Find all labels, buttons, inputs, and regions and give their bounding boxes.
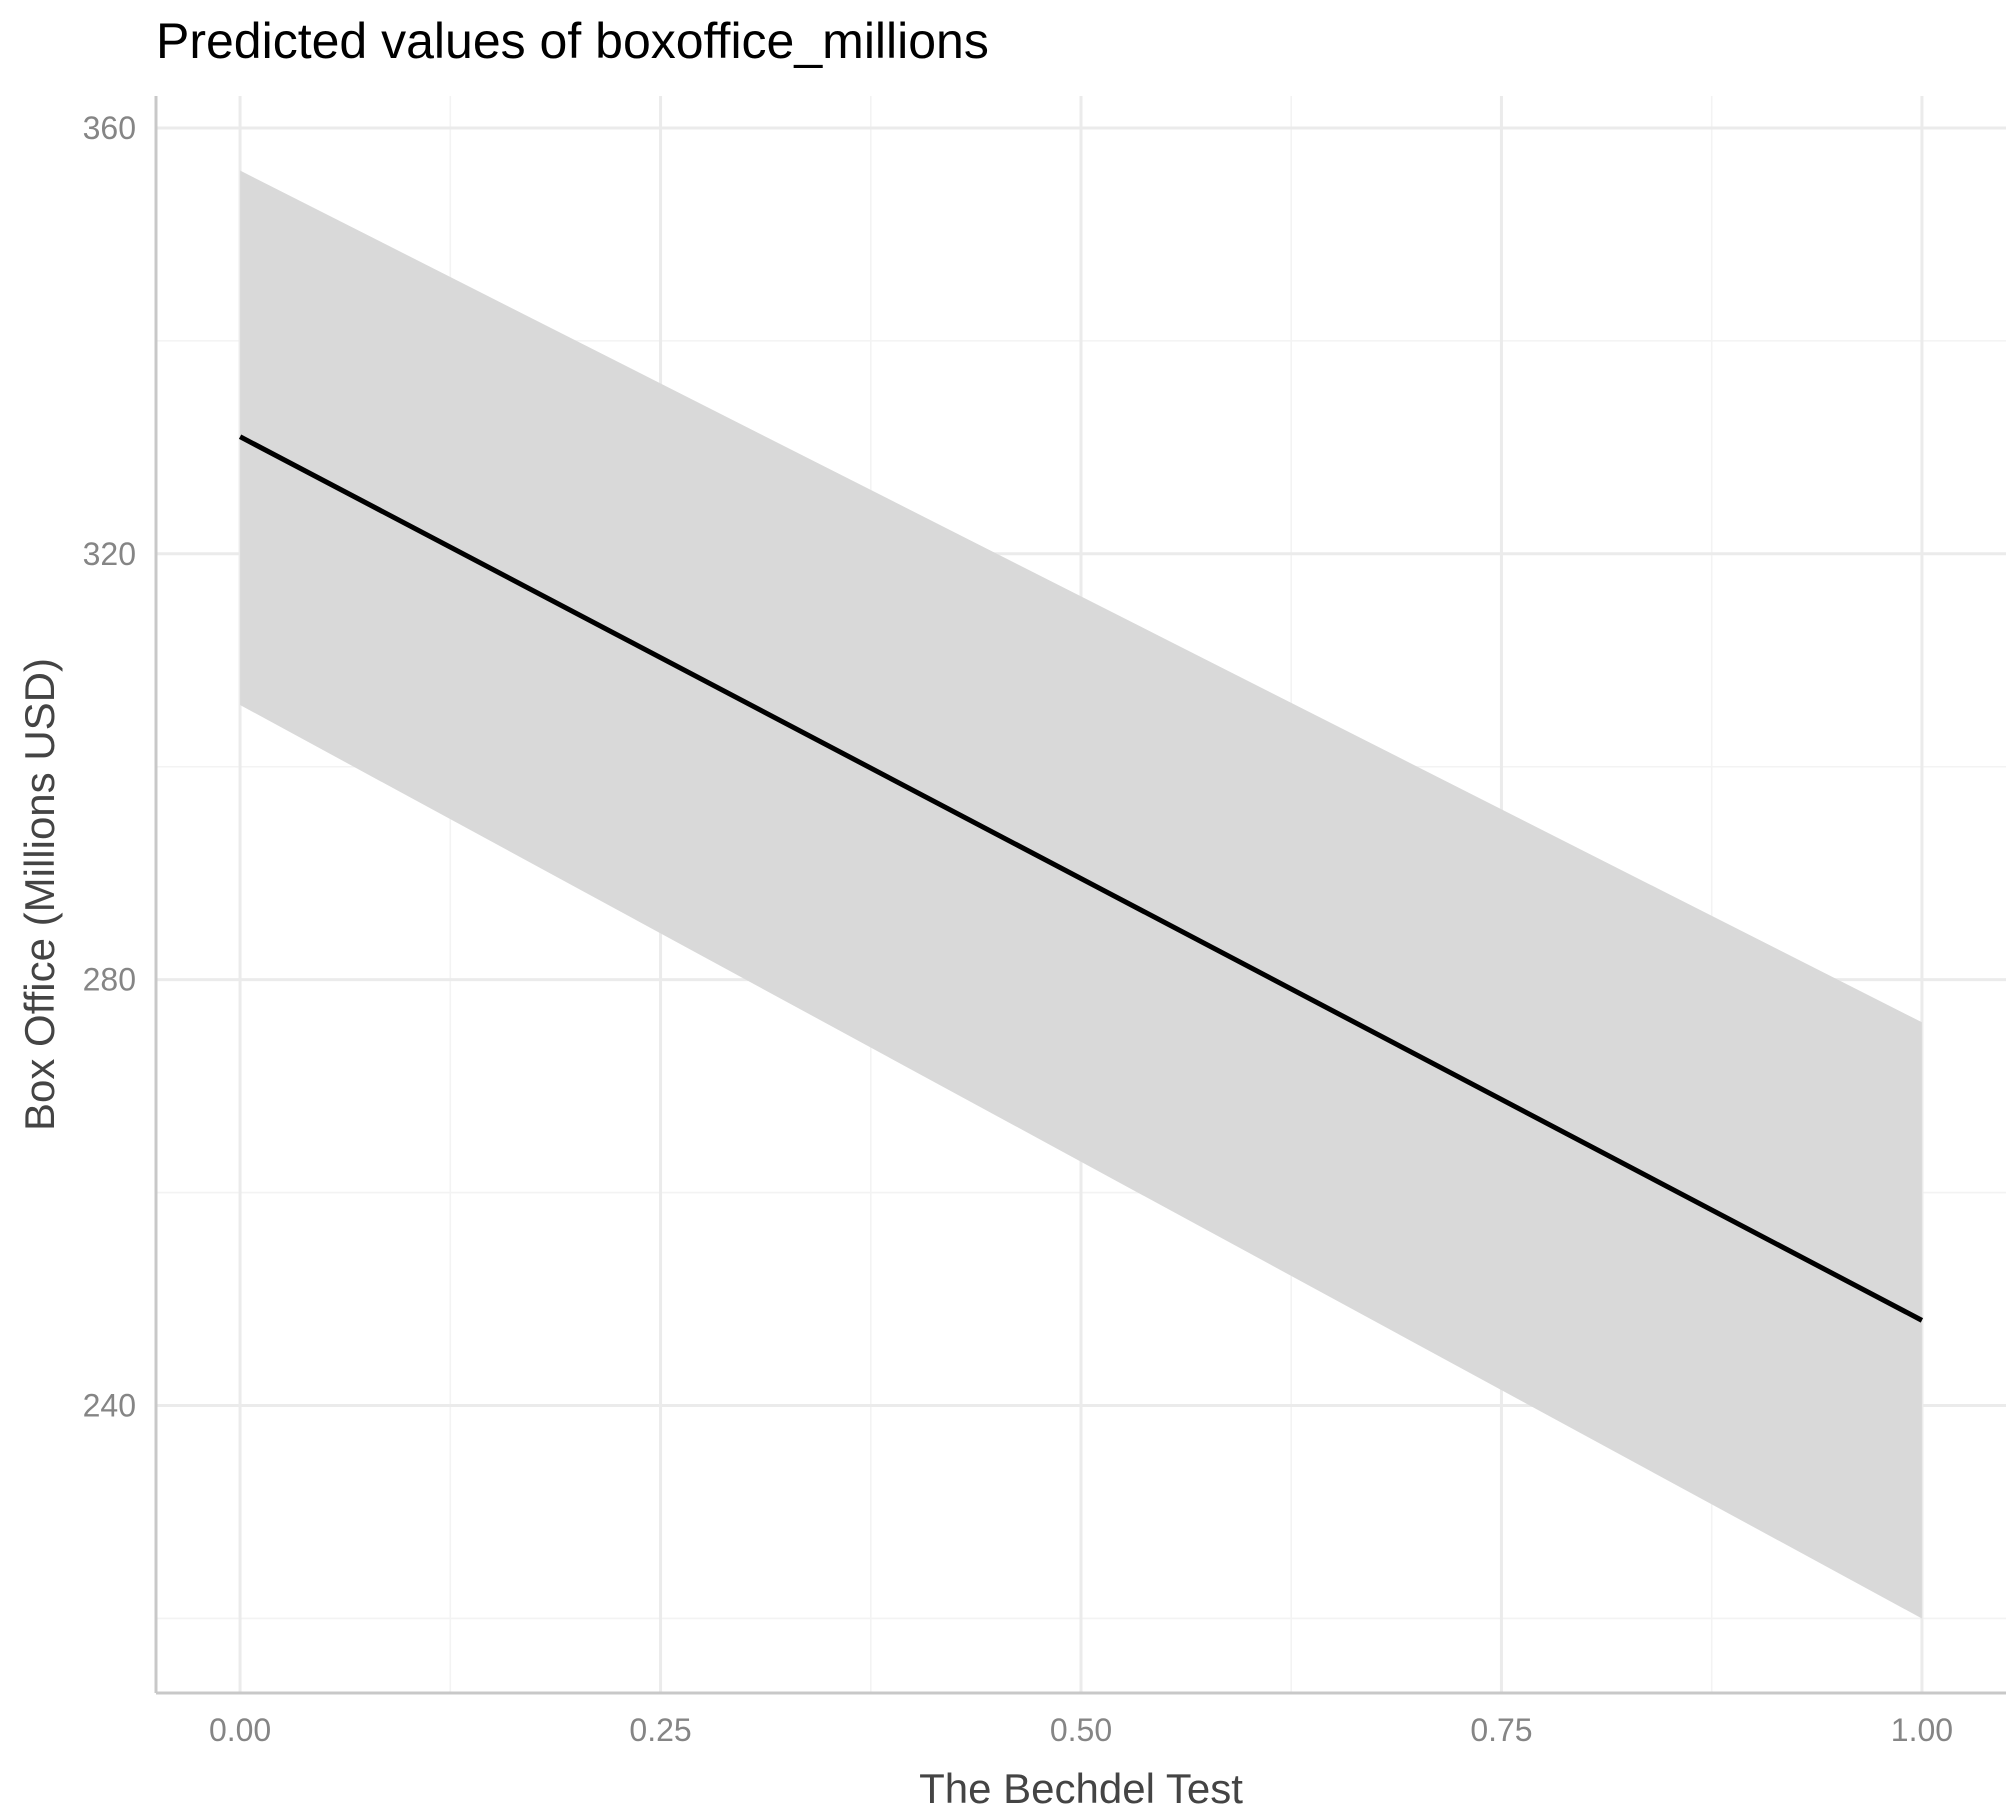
axes — [154, 96, 2006, 1695]
y-tick-labels: 240 280 320 360 — [83, 110, 136, 1424]
x-axis-title: The Bechdel Test — [919, 1765, 1243, 1812]
chart-title: Predicted values of boxoffice_millions — [156, 13, 989, 69]
x-tick-label: 0.00 — [209, 1712, 271, 1748]
confidence-bands — [240, 170, 1922, 1619]
prediction-lines — [238, 434, 1924, 1323]
y-axis-title: Box Office (Millions USD) — [16, 658, 63, 1131]
y-tick-label: 280 — [83, 962, 136, 998]
prediction-line — [238, 434, 1924, 1323]
x-tick-labels: 0.00 0.25 0.50 0.75 1.00 — [209, 1712, 1953, 1748]
y-tick-label: 320 — [83, 536, 136, 572]
x-tick-label: 0.25 — [629, 1712, 691, 1748]
y-tick-label: 360 — [83, 110, 136, 146]
confidence-band — [240, 170, 1922, 1619]
x-tick-label: 0.75 — [1470, 1712, 1532, 1748]
x-tick-label: 0.50 — [1050, 1712, 1112, 1748]
y-tick-label: 240 — [83, 1388, 136, 1424]
x-tick-label: 1.00 — [1891, 1712, 1953, 1748]
